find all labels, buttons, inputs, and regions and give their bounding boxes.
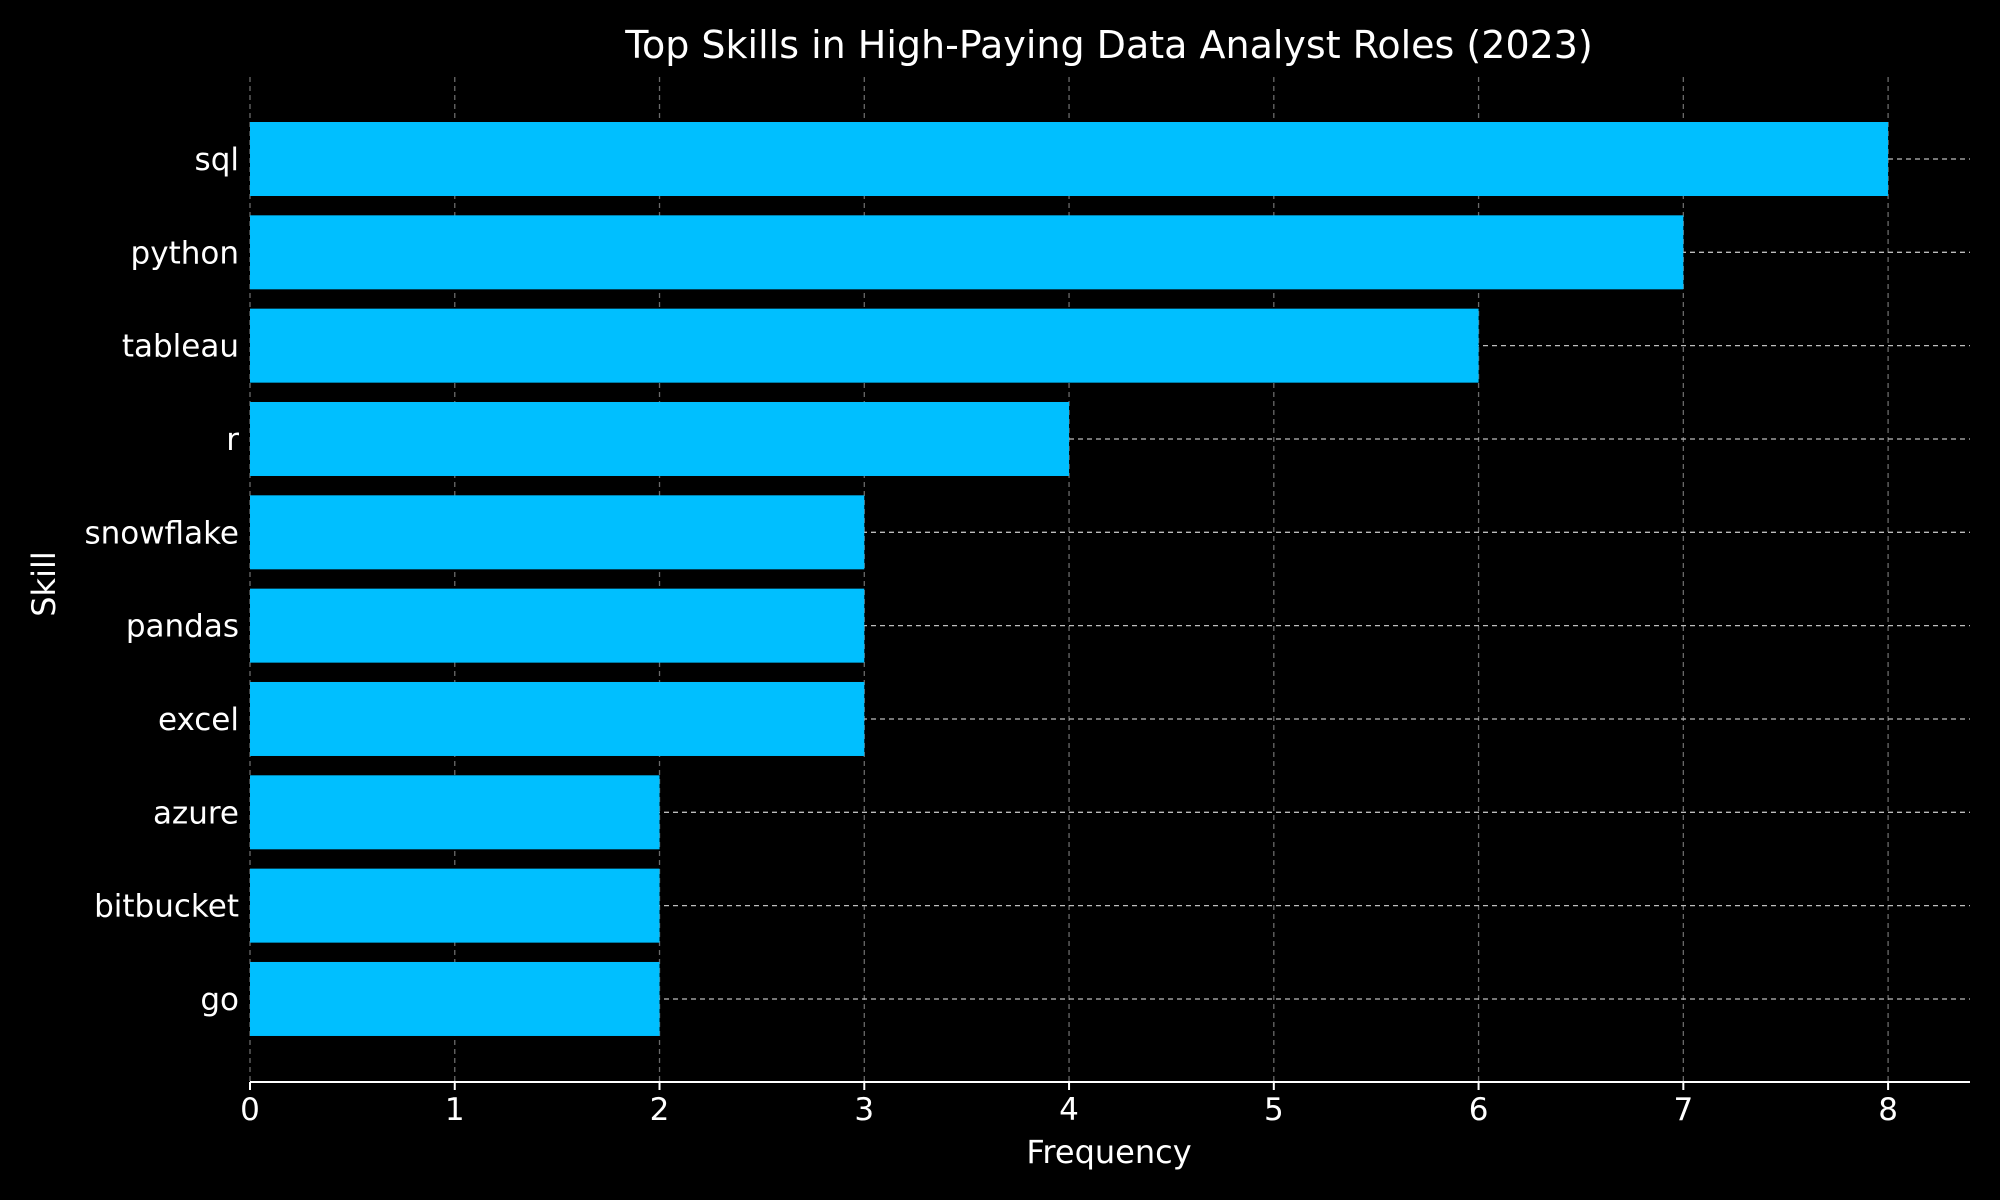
bar-sql — [250, 122, 1889, 196]
y-tick-label: snowflake — [84, 515, 239, 551]
bar-go — [250, 961, 660, 1036]
x-axis-label: Frequency — [1026, 1133, 1191, 1171]
x-tick-label: 8 — [1878, 1092, 1898, 1128]
x-tick-label: 7 — [1673, 1092, 1693, 1128]
x-tick-label: 6 — [1469, 1092, 1489, 1128]
bar-pandas — [250, 588, 865, 663]
x-tick-label: 2 — [650, 1092, 670, 1128]
y-tick-label: excel — [158, 702, 239, 738]
bar-azure — [250, 775, 660, 850]
y-tick-label: tableau — [122, 329, 239, 365]
bar-tableau — [250, 308, 1479, 383]
chart-title: Top Skills in High-Paying Data Analyst R… — [624, 23, 1593, 67]
y-tick-label: azure — [153, 795, 239, 831]
bar-python — [250, 215, 1684, 290]
bar-bitbucket — [250, 868, 660, 943]
y-tick-label: bitbucket — [94, 889, 239, 925]
x-axis: 0 1 2 3 4 5 6 7 8 — [240, 1081, 1970, 1128]
y-tick-label: go — [200, 982, 239, 1018]
x-tick-label: 3 — [854, 1092, 874, 1128]
y-axis-tick-labels: sql python tableau r snowflake pandas excel azu… — [84, 142, 239, 1018]
bars — [250, 122, 1889, 1036]
x-tick-label: 0 — [240, 1092, 260, 1128]
bar-r — [250, 401, 1070, 476]
x-tick-label: 5 — [1264, 1092, 1284, 1128]
bar-excel — [250, 681, 865, 756]
y-tick-label: sql — [195, 142, 239, 178]
x-tick-label: 1 — [445, 1092, 465, 1128]
y-tick-label: r — [226, 422, 239, 458]
x-tick-label: 4 — [1059, 1092, 1079, 1128]
y-axis-label: Skill — [25, 551, 63, 617]
y-tick-label: pandas — [126, 609, 239, 645]
y-tick-label: python — [131, 235, 239, 271]
bar-snowflake — [250, 495, 865, 570]
